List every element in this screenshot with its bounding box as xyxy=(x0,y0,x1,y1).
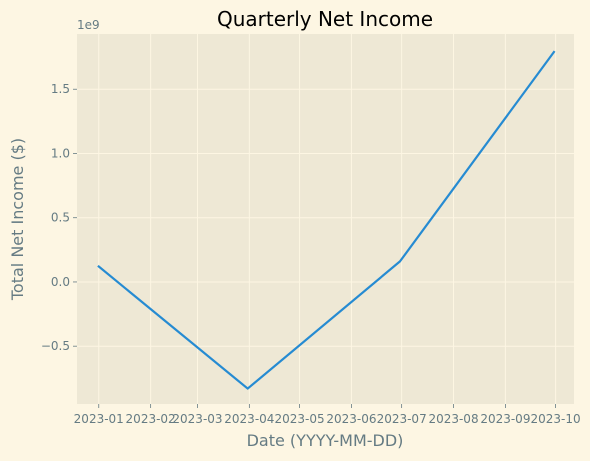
x-tick-label: 2023-06 xyxy=(326,412,376,426)
x-tick-label: 2023-01 xyxy=(74,412,124,426)
x-tick-label: 2023-02 xyxy=(126,412,176,426)
series-layer xyxy=(97,50,556,390)
x-tick-label: 2023-04 xyxy=(224,412,274,426)
y-tick-label: −0.5 xyxy=(41,339,70,353)
x-axis-label: Date (YYYY-MM-DD) xyxy=(247,431,404,450)
y-offset-text: 1e9 xyxy=(77,18,100,32)
y-tick-label: 0.0 xyxy=(51,275,70,289)
y-axis-ticks: −0.5 0.0 0.5 1.0 1.5 xyxy=(41,82,77,353)
chart-title: Quarterly Net Income xyxy=(217,7,433,31)
y-tick-label: 1.5 xyxy=(51,82,70,96)
y-axis-label: Total Net Income ($) xyxy=(8,138,27,301)
x-tick-label: 2023-08 xyxy=(428,412,478,426)
grid xyxy=(77,34,574,404)
x-tick-label: 2023-03 xyxy=(172,412,222,426)
y-tick-label: 1.0 xyxy=(51,146,70,160)
y-tick-label: 0.5 xyxy=(51,211,70,225)
x-tick-label: 2023-10 xyxy=(531,412,581,426)
x-tick-label: 2023-09 xyxy=(480,412,530,426)
plot-area xyxy=(77,34,574,404)
series-line xyxy=(97,50,556,390)
x-tick-label: 2023-05 xyxy=(274,412,324,426)
x-tick-label: 2023-07 xyxy=(377,412,427,426)
